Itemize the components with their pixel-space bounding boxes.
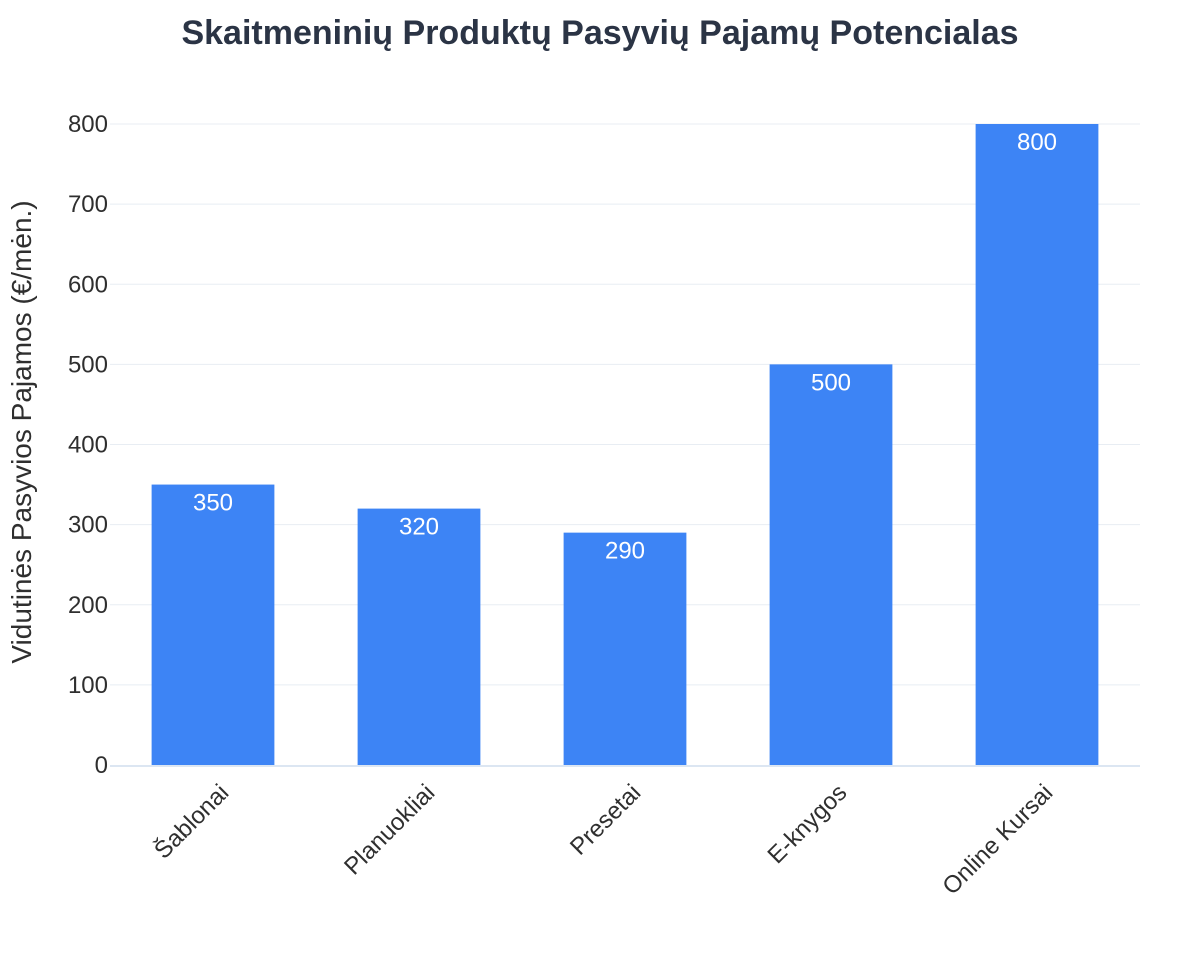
y-tick-label: 600 (68, 271, 108, 298)
bars (151, 124, 1099, 765)
y-tick-label: 400 (68, 432, 108, 459)
bar-value-label: 350 (193, 490, 233, 517)
chart-title: Skaitmeninių Produktų Pasyvių Pajamų Pot… (181, 14, 1018, 52)
y-axis-label: Vidutinės Pasyvios Pajamos (€/mėn.) (6, 200, 37, 663)
x-tick-label: Šablonai (148, 779, 234, 865)
y-tick-label: 700 (68, 191, 108, 218)
bar-value-label: 320 (399, 514, 439, 541)
bar-value-label: 800 (1017, 129, 1057, 156)
bar (357, 508, 481, 765)
bar-value-label: 500 (811, 369, 851, 396)
y-tick-label: 300 (68, 512, 108, 539)
x-tick-label: Planuokliai (339, 779, 440, 880)
x-tick-label: Online Kursai (937, 779, 1058, 900)
gridlines (110, 123, 1140, 686)
y-tick-label: 100 (68, 672, 108, 699)
y-tick-label: 500 (68, 351, 108, 378)
bar (975, 124, 1099, 765)
x-tick-label: Presetai (565, 779, 646, 860)
y-tick-label: 0 (95, 752, 108, 779)
bar-value-label: 290 (605, 538, 645, 565)
y-tick-label: 800 (68, 111, 108, 138)
y-tick-label: 200 (68, 592, 108, 619)
bar (151, 484, 275, 765)
data-labels: 350 320 290 500 800 (193, 129, 1057, 565)
bar (769, 364, 893, 765)
x-tick-label: E-knygos (762, 779, 852, 869)
bar (563, 532, 687, 765)
